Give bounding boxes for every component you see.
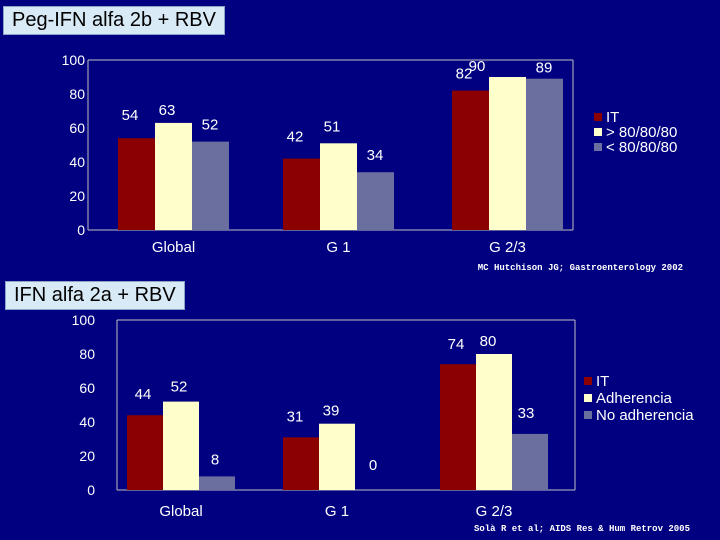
data-label: 54 [122, 107, 139, 124]
data-label: 39 [323, 403, 340, 420]
data-label: 0 [369, 457, 377, 474]
y-tick-label: 40 [79, 414, 95, 430]
legend-label: < 80/80/80 [606, 139, 677, 156]
data-label: 33 [518, 405, 535, 422]
chart1-title: Peg-IFN alfa 2b + RBV [3, 6, 225, 35]
bar [118, 138, 155, 230]
category-label: G 1 [325, 503, 349, 520]
legend-swatch [594, 143, 602, 151]
bar [440, 364, 476, 490]
bar [163, 401, 199, 490]
data-label: 80 [480, 333, 497, 350]
data-label: 51 [324, 118, 341, 135]
y-tick-label: 80 [79, 346, 95, 362]
y-tick-label: 60 [79, 380, 95, 396]
y-tick-label: 40 [69, 154, 85, 170]
legend-swatch [594, 113, 602, 121]
y-tick-label: 80 [69, 86, 85, 102]
y-tick-label: 100 [72, 312, 96, 328]
bar [127, 415, 163, 490]
data-label: 63 [159, 102, 176, 119]
legend-swatch [594, 128, 602, 136]
category-label: Global [159, 503, 202, 520]
y-tick-label: 20 [69, 188, 85, 204]
bar [512, 433, 548, 490]
legend-swatch [584, 394, 592, 402]
bar [283, 437, 319, 490]
bar [199, 476, 235, 490]
data-label: 90 [469, 58, 486, 75]
bar [155, 122, 192, 230]
data-label: 44 [135, 386, 152, 403]
legend-label: Adherencia [596, 390, 673, 407]
chart1-plot: 100 80 60 40 20 0 54 42 82 63 51 90 52 34 89 Global G 1 G… [62, 52, 683, 273]
data-label: 31 [287, 408, 304, 425]
data-label: 8 [211, 451, 219, 468]
legend-label: No adherencia [596, 407, 694, 424]
bar [357, 172, 394, 230]
category-label: G 2/3 [489, 239, 526, 256]
chart2-title: IFN alfa 2a + RBV [5, 281, 185, 310]
legend-swatch [584, 411, 592, 419]
category-label: G 1 [326, 239, 350, 256]
category-label: G 2/3 [476, 503, 513, 520]
bar [476, 354, 512, 490]
data-label: 52 [202, 117, 219, 134]
y-tick-label: 0 [87, 482, 95, 498]
bar [319, 423, 355, 490]
bar [283, 158, 320, 230]
source-citation: Solà R et al; AIDS Res & Hum Retrov 2005 [474, 524, 690, 534]
bar [192, 141, 229, 230]
y-tick-label: 60 [69, 120, 85, 136]
legend-label: > 80/80/80 [606, 124, 677, 141]
bar [526, 78, 563, 230]
category-label: Global [152, 239, 195, 256]
legend-swatch [584, 377, 592, 385]
legend-label: IT [606, 109, 619, 126]
y-tick-label: 0 [77, 222, 85, 238]
bar [320, 143, 357, 230]
bar [452, 90, 489, 230]
data-label: 34 [367, 147, 384, 164]
y-tick-label: 100 [62, 52, 86, 68]
data-label: 82 [456, 66, 473, 83]
legend-label: IT [596, 373, 609, 390]
data-label: 89 [536, 60, 553, 77]
data-label: 74 [448, 336, 465, 353]
data-label: 52 [171, 379, 188, 396]
data-label: 42 [287, 129, 304, 146]
source-citation: MC Hutchison JG; Gastroenterology 2002 [478, 263, 683, 273]
bar [489, 77, 526, 230]
y-tick-label: 20 [79, 448, 95, 464]
